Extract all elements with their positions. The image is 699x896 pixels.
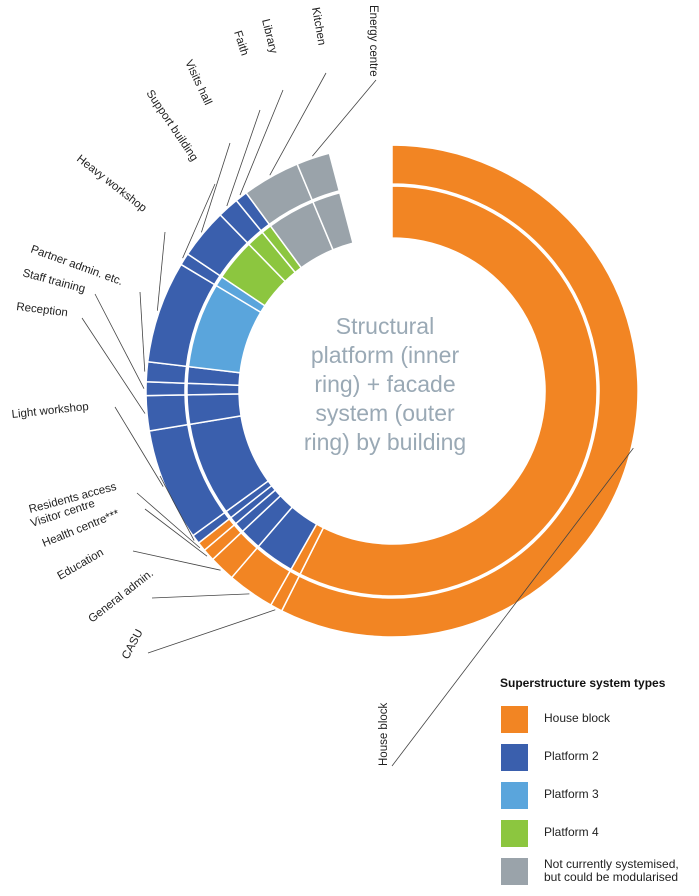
leader-line-faith	[226, 109, 261, 207]
label-general-admin: General admin.	[86, 568, 155, 626]
rings	[145, 144, 639, 638]
legend-label-line: but could be modularised	[544, 870, 679, 884]
label-library: Library	[259, 18, 279, 55]
legend-item-platform-3: Platform 3	[500, 782, 699, 820]
legend-swatch	[501, 706, 528, 733]
legend-title: Superstructure system types	[500, 676, 666, 690]
label-energy-centre: Energy centre	[367, 5, 379, 77]
label-education: Education	[56, 547, 106, 583]
label-light-workshop: Light workshop	[11, 401, 89, 421]
legend-label: Platform 2	[544, 749, 599, 763]
legend-item-not-systemised: Not currently systemised, but could be m…	[500, 858, 699, 896]
legend-item-platform-4: Platform 4	[500, 820, 699, 858]
leader-lines	[81, 72, 634, 767]
chart-title-line: Structural	[335, 313, 435, 339]
legend-swatch	[501, 782, 528, 809]
outer-segment-energy-centre	[296, 152, 341, 201]
chart-title-line: ring) + facade	[314, 371, 456, 397]
legend-swatch	[501, 744, 528, 771]
leader-line-casu	[147, 609, 276, 654]
legend-label-line: Not currently systemised,	[544, 857, 679, 871]
leader-line-visits-hall	[201, 142, 231, 233]
inner-segment-house-block	[299, 185, 598, 597]
leader-line-partner-admin-etc	[139, 291, 146, 372]
label-visits-hall: Visits hall	[182, 58, 213, 107]
chart-title: Structural platform (inner ring) + facad…	[290, 312, 480, 457]
leader-line-heavy-workshop	[156, 231, 166, 311]
outer-segment-house-block	[280, 144, 639, 638]
label-kitchen: Kitchen	[309, 6, 327, 46]
legend-label: Platform 3	[544, 787, 599, 801]
leader-line-house-block	[391, 447, 634, 767]
legend-item-platform-2: Platform 2	[500, 744, 699, 782]
leader-line-light-workshop	[114, 406, 164, 487]
label-faith: Faith	[231, 29, 250, 57]
leader-line-support-building	[182, 183, 216, 259]
inner-segment-energy-centre	[311, 191, 354, 251]
label-heavy-workshop: Heavy workshop	[74, 153, 148, 215]
leader-line-residents-access	[159, 475, 195, 541]
outer-segment-reception	[145, 394, 189, 432]
chart-title-line: ring) by building	[303, 429, 467, 455]
legend-item-house-block: House block	[500, 706, 699, 744]
chart-title-line: platform (inner	[310, 342, 460, 368]
leader-line-health-centre	[144, 508, 208, 557]
outer-segment-staff-training	[145, 380, 186, 397]
leader-line-library	[239, 89, 284, 196]
label-house-block: House block	[378, 702, 390, 766]
leader-line-education	[132, 550, 221, 571]
legend-label: Not currently systemised, but could be m…	[544, 858, 679, 884]
legend-label: Platform 4	[544, 825, 599, 839]
leader-line-reception	[81, 317, 146, 414]
leader-line-staff-training	[94, 293, 145, 389]
label-support-building: Support building	[144, 88, 200, 164]
legend: Superstructure system types House block …	[500, 676, 699, 896]
leader-line-visitor-centre	[136, 492, 201, 549]
legend-label: House block	[544, 711, 611, 725]
legend-swatch	[501, 858, 528, 885]
legend-swatch	[501, 820, 528, 847]
leader-line-general-admin	[151, 593, 250, 599]
label-reception: Reception	[16, 301, 69, 319]
chart-title-line: system (outer	[315, 400, 455, 426]
label-casu: CASU	[120, 628, 146, 662]
leader-line-kitchen	[269, 72, 327, 176]
leader-line-energy-centre	[312, 79, 377, 157]
